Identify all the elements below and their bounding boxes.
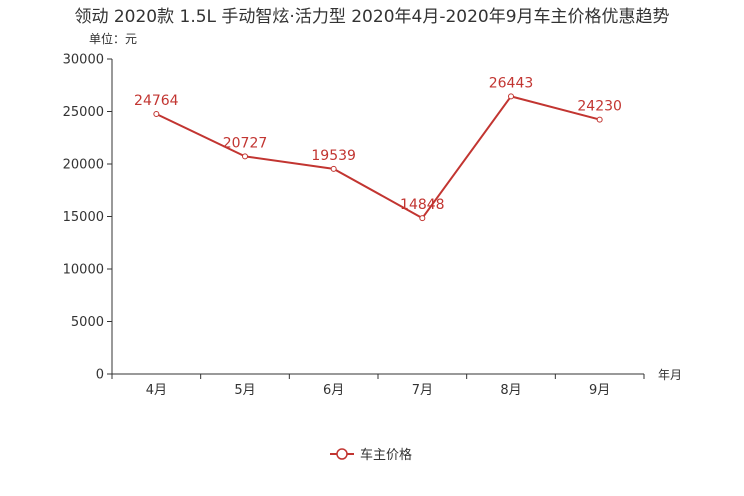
y-tick-label: 0 [96,368,104,383]
data-point [330,165,337,172]
y-tick-label: 25000 [63,105,104,120]
unit-label: 单位：元 [89,31,137,46]
y-tick-label: 15000 [63,210,104,225]
data-label: 19539 [311,148,356,164]
data-point [153,110,160,117]
legend[interactable]: 车主价格 [330,447,412,463]
x-tick-label: 6月 [323,383,344,398]
data-label: 24230 [577,99,622,115]
chart-title: 领动 2020款 1.5L 手动智炫·活力型 2020年4月-2020年9月车主… [74,7,669,27]
y-tick-label: 5000 [71,315,104,330]
x-tick-label: 9月 [589,383,610,398]
x-axis: 4月 5月 6月 7月 8月 9月 [111,373,645,398]
data-point [242,153,248,160]
y-tick-label: 30000 [63,53,104,68]
data-point [508,93,514,100]
series-layer: 24764 20727 19539 14848 26443 24230 [134,75,622,222]
data-point [419,215,426,222]
x-tick-label: 7月 [412,383,433,398]
series-line [155,95,600,220]
y-tick-label: 20000 [63,158,104,173]
data-label: 24764 [134,93,179,109]
x-tick-label: 8月 [500,383,521,398]
x-axis-name: 年月 [658,368,682,382]
data-point [596,116,603,123]
legend-marker-icon [336,448,348,460]
x-tick-label: 4月 [146,383,167,398]
x-tick-label: 5月 [234,383,255,398]
y-axis: 0 5000 10000 15000 20000 25000 30000 [63,53,113,383]
data-label: 14848 [400,197,445,213]
y-tick-label: 10000 [63,263,104,278]
data-label: 26443 [489,75,534,91]
legend-label: 车主价格 [360,447,412,463]
data-label: 20727 [223,135,268,151]
